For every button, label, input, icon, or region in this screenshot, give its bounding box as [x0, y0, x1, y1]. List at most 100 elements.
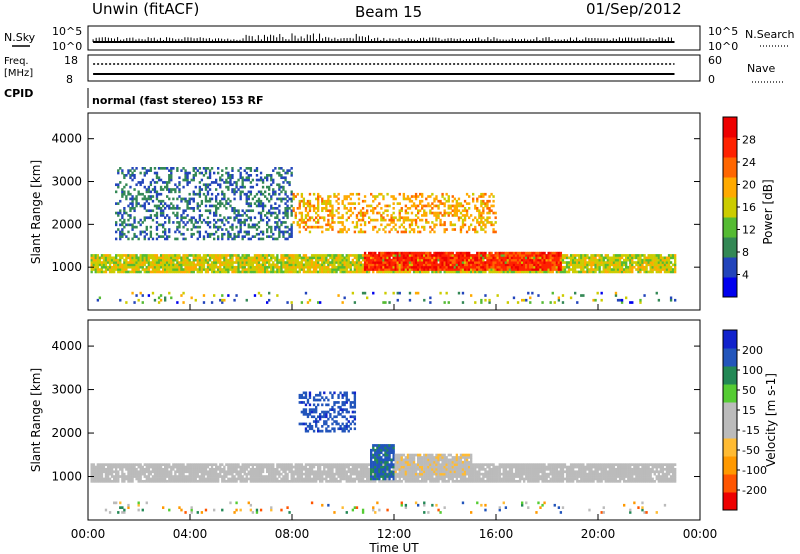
- heatmap-cell: [259, 256, 263, 260]
- heatmap-cell: [331, 254, 334, 257]
- heatmap-cell: [243, 472, 246, 476]
- heatmap-cell: [284, 237, 287, 241]
- heatmap-cell: [117, 169, 120, 172]
- heatmap-cell: [237, 261, 240, 264]
- heatmap-cell: [529, 268, 532, 271]
- heatmap-cell: [280, 508, 283, 512]
- heatmap-cell: [468, 225, 471, 229]
- heatmap-cell: [213, 463, 216, 466]
- heatmap-cell: [255, 468, 259, 471]
- heatmap-cell: [115, 468, 118, 471]
- heatmap-cell: [331, 270, 334, 274]
- heatmap-cell: [233, 470, 236, 474]
- heatmap-cell: [625, 268, 628, 271]
- heatmap-cell: [268, 258, 271, 262]
- heatmap-cell: [247, 263, 250, 267]
- heatmap-cell: [347, 254, 350, 257]
- heatmap-cell: [278, 230, 281, 234]
- heatmap-cell: [215, 470, 218, 474]
- heatmap-cell: [176, 169, 179, 172]
- heatmap-cell: [470, 268, 473, 271]
- heatmap-cell: [200, 263, 204, 267]
- heatmap-cell: [641, 254, 644, 257]
- heatmap-cell: [119, 465, 122, 469]
- heatmap-cell: [561, 261, 565, 264]
- heatmap-cell: [545, 268, 548, 271]
- heatmap-cell: [127, 506, 130, 509]
- heatmap-cell: [345, 270, 348, 274]
- heatmap-cell: [610, 263, 614, 267]
- heatmap-cell: [190, 270, 193, 274]
- heatmap-cell: [102, 256, 106, 260]
- heatmap-cell: [131, 465, 134, 469]
- heatmap-cell: [217, 265, 220, 269]
- heatmap-cell: [667, 261, 671, 264]
- heatmap-cell: [557, 254, 561, 257]
- heatmap-cell: [300, 218, 304, 222]
- heatmap-cell: [213, 261, 216, 264]
- heatmap-cell: [555, 268, 559, 271]
- heatmap-cell: [429, 301, 432, 304]
- heatmap-cell: [602, 263, 605, 267]
- heatmap-cell: [239, 197, 242, 201]
- heatmap-cell: [133, 301, 136, 304]
- heatmap-cell: [423, 225, 426, 229]
- heatmap-cell: [378, 261, 381, 264]
- heatmap-cell: [102, 258, 106, 262]
- heatmap-cell: [308, 270, 312, 274]
- heatmap-cell: [535, 258, 538, 262]
- heatmap-cell: [180, 475, 183, 478]
- heatmap-cell: [186, 468, 189, 471]
- heatmap-cell: [219, 225, 222, 229]
- heatmap-cell: [268, 211, 271, 215]
- heatmap-cell: [125, 183, 128, 187]
- heatmap-cell: [172, 197, 175, 201]
- heatmap-cell: [480, 221, 483, 224]
- heatmap-cell: [168, 254, 171, 257]
- heatmap-cell: [308, 298, 312, 302]
- heatmap-cell: [227, 197, 230, 201]
- heatmap-cell: [243, 235, 246, 238]
- heatmap-cell: [294, 477, 297, 481]
- heatmap-cell: [245, 167, 248, 170]
- heatmap-cell: [339, 228, 342, 231]
- heatmap-cell: [251, 185, 255, 189]
- heatmap-cell: [94, 475, 97, 478]
- heatmap-cell: [384, 218, 387, 222]
- heatmap-cell: [272, 480, 275, 483]
- heatmap-cell: [488, 270, 491, 274]
- heatmap-cell: [651, 256, 654, 260]
- heatmap-cell: [306, 263, 310, 267]
- heatmap-cell: [237, 470, 240, 474]
- heatmap-cell: [539, 270, 542, 274]
- heatmap-cell: [210, 192, 214, 196]
- heatmap-cell: [451, 261, 454, 264]
- heatmap-cell: [247, 261, 250, 264]
- heatmap-cell: [390, 258, 393, 262]
- heatmap-cell: [468, 263, 471, 267]
- heatmap-cell: [486, 199, 489, 203]
- heatmap-cell: [176, 228, 179, 231]
- heatmap-cell: [408, 298, 412, 302]
- heatmap-cell: [194, 258, 197, 262]
- heatmap-cell: [276, 472, 279, 476]
- heatmap-cell: [202, 235, 206, 238]
- heatmap-cell: [108, 465, 112, 469]
- heatmap-cell: [145, 477, 148, 481]
- heatmap-cell: [264, 268, 267, 271]
- heatmap-cell: [231, 209, 234, 213]
- heatmap-cell: [663, 268, 667, 271]
- heatmap-cell: [317, 192, 320, 196]
- heatmap-cell: [337, 258, 340, 262]
- heatmap-cell: [374, 256, 377, 260]
- heatmap-cell: [149, 216, 153, 220]
- heatmap-cell: [213, 211, 216, 215]
- heatmap-cell: [384, 291, 387, 295]
- heatmap-cell: [213, 223, 216, 227]
- heatmap-cell: [174, 188, 177, 191]
- heatmap-cell: [121, 171, 124, 175]
- heatmap-cell: [145, 199, 148, 203]
- heatmap-cell: [135, 468, 138, 471]
- heatmap-cell: [159, 214, 163, 217]
- heatmap-cell: [431, 211, 434, 215]
